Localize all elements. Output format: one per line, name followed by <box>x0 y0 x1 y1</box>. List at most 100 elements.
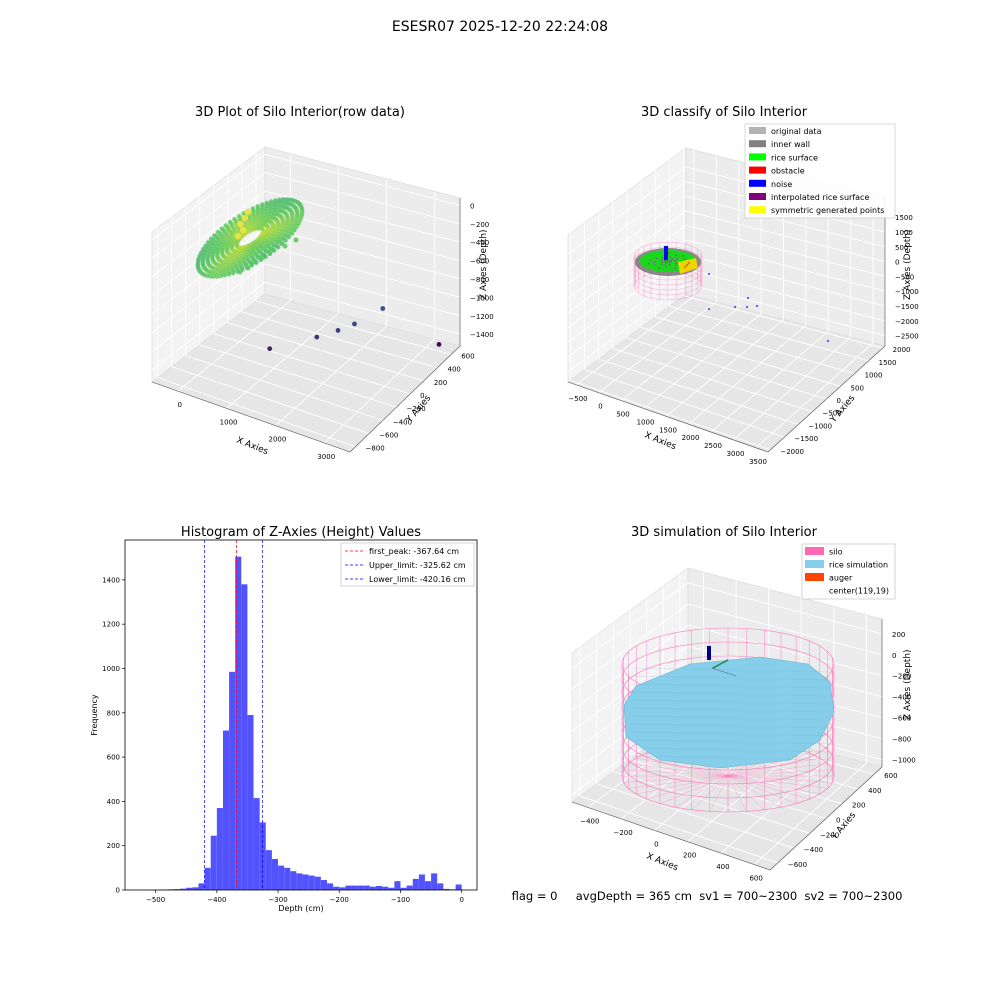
legend-label: interpolated rice surface <box>771 193 869 202</box>
histogram-bar <box>443 888 450 890</box>
symmetric-points <box>678 258 698 274</box>
legend-label: noise <box>771 180 792 189</box>
legend-label: obstacle <box>771 167 805 176</box>
y-gridline <box>683 295 883 349</box>
silo-floor-spoke <box>691 775 729 810</box>
panel-classify-points <box>635 246 829 342</box>
histogram-bar <box>259 822 266 890</box>
histogram-bar <box>406 885 413 890</box>
z-gridline-left <box>567 268 687 358</box>
z-tick-label: −600 <box>470 258 489 266</box>
panel-simulation-rice-surface <box>623 656 835 769</box>
x-tick-label: 500 <box>616 411 629 419</box>
y-tick-label: 600 <box>107 754 120 762</box>
histogram-bar <box>180 888 187 890</box>
z-gridline <box>685 239 886 292</box>
raw-point <box>236 213 242 219</box>
y-tick-label: 1000 <box>102 665 120 673</box>
rice-mesh-line <box>629 675 833 681</box>
x-tick-label: −500 <box>146 896 165 904</box>
legend-label: rice simulation <box>829 561 888 570</box>
z-tick-label: −1000 <box>470 294 494 302</box>
y-tick-label: 0 <box>420 392 424 400</box>
y-axis-line <box>769 766 883 871</box>
z-tick-label: 500 <box>895 244 908 252</box>
histogram-bar <box>345 885 352 890</box>
raw-point <box>287 207 293 213</box>
z-gridline <box>264 226 461 280</box>
panel-simulation-zlabel: Z Axies (Depth) <box>903 649 913 720</box>
histogram-bar <box>351 885 358 890</box>
silo-floor-spoke <box>727 775 782 808</box>
panel-simulation-xlabel: X Axies <box>645 852 680 874</box>
raw-point <box>249 262 254 268</box>
y-gridline <box>171 366 370 434</box>
histogram-bar <box>235 556 242 890</box>
interpolated-point <box>661 263 663 266</box>
raw-point <box>292 227 297 233</box>
histogram-bar <box>314 876 321 890</box>
auger-track <box>711 667 737 677</box>
panel-raw-title: 3D Plot of Silo Interior(row data) <box>195 105 405 120</box>
histogram-bar <box>333 886 340 890</box>
panel-simulation-legend: silo rice simulation auger center(119,19) <box>801 543 896 600</box>
z-tick-label: −1400 <box>470 331 494 339</box>
x-tick-label: 600 <box>749 875 762 883</box>
raw-outlier-point <box>380 306 386 311</box>
interpolated-point <box>660 259 663 262</box>
legend-swatch <box>805 560 824 568</box>
y-gridline <box>613 771 811 834</box>
z-tick-label: −1500 <box>895 303 919 311</box>
z-gridline-left <box>151 281 266 371</box>
z-tick-label: 1000 <box>895 229 913 237</box>
histogram-bar <box>284 867 291 890</box>
z-tick-label: 1500 <box>895 214 913 222</box>
raw-point <box>227 219 233 225</box>
rice-mesh-line <box>629 667 833 673</box>
interpolated-point <box>671 258 674 260</box>
histogram-legend-box <box>340 542 475 587</box>
noise-point <box>708 273 710 275</box>
legend-swatch <box>749 179 766 187</box>
histogram-legend: first_peak: -367.64 cm Upper_limit: -325.… <box>340 542 475 587</box>
y-gridline <box>227 322 424 382</box>
y-gridline <box>669 305 869 362</box>
y-tick-label: 0 <box>836 817 840 825</box>
noise-point <box>746 306 748 308</box>
interpolated-point <box>664 261 667 263</box>
auger-arm <box>712 659 729 669</box>
y-gridline <box>626 337 827 400</box>
histogram-bar <box>418 874 425 890</box>
histogram-bar <box>186 887 193 890</box>
auger-post <box>707 646 711 660</box>
y-tick-label: 1400 <box>102 576 120 584</box>
z-tick-label: 0 <box>470 202 474 210</box>
interpolated-point <box>670 260 672 263</box>
x-tick-label: 3000 <box>317 453 335 461</box>
raw-point <box>260 202 265 207</box>
z-gridline-left <box>567 181 687 270</box>
raw-point <box>264 200 270 206</box>
z-tick-label: −1200 <box>470 313 494 321</box>
z-tick-label: −500 <box>895 273 914 281</box>
x-axis-line <box>567 381 769 453</box>
panel-histogram: Histogram of Z-Axies (Height) Values −50… <box>90 525 478 913</box>
z-gridline <box>685 283 886 337</box>
panel-classify-ticks: −500050010001500200025003000350020001500… <box>567 198 919 466</box>
noise-point <box>734 306 736 308</box>
y-tick-label: −600 <box>788 861 807 869</box>
interpolated-point <box>661 256 664 259</box>
z-tick-label: 200 <box>892 631 905 639</box>
interpolated-point <box>650 259 652 262</box>
raw-point <box>215 270 221 276</box>
histogram-bar <box>271 858 279 890</box>
raw-point-scatter <box>293 237 299 243</box>
histogram-title: Histogram of Z-Axies (Height) Values <box>181 525 421 540</box>
y-tick-label: 600 <box>884 772 897 780</box>
z-tick-label: 0 <box>895 259 899 267</box>
legend-swatch <box>749 140 766 148</box>
x-tick-label: −200 <box>613 829 632 837</box>
panel-classify-legend: original data inner wall rice surface obsta… <box>744 123 896 219</box>
raw-point <box>296 201 302 206</box>
z-gridline <box>264 245 461 298</box>
